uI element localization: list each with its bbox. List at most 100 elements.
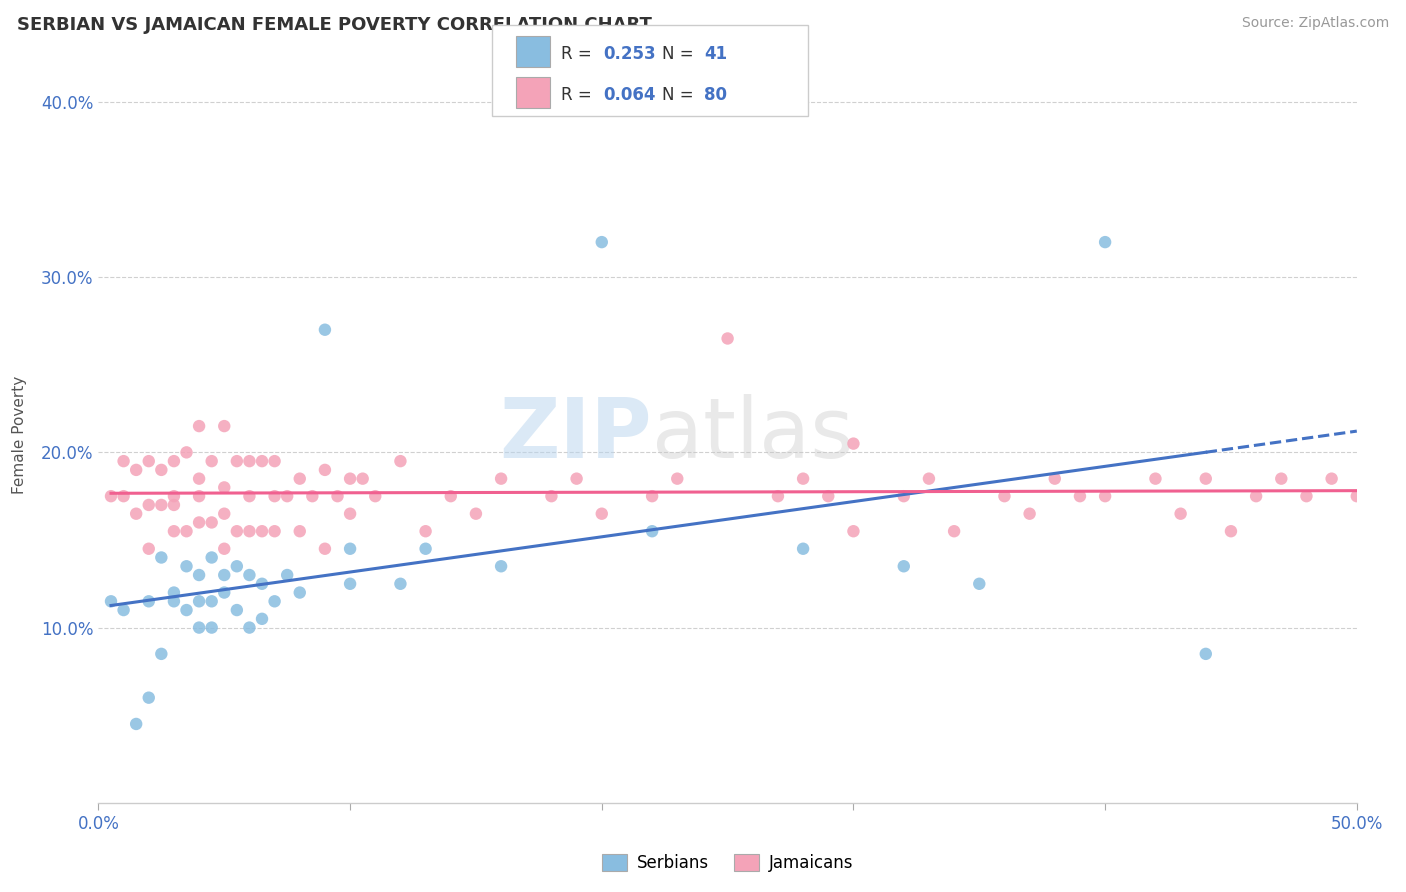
Point [1094, 489, 1116, 503]
Point [314, 463, 336, 477]
Point [792, 541, 814, 556]
Point [364, 489, 387, 503]
Point [214, 541, 236, 556]
Point [339, 541, 361, 556]
Point [1320, 472, 1343, 486]
Point [201, 454, 224, 468]
Point [314, 541, 336, 556]
Point [214, 507, 236, 521]
Point [138, 541, 160, 556]
Point [263, 594, 285, 608]
Point [389, 454, 412, 468]
Point [163, 585, 186, 599]
Point [591, 507, 613, 521]
Point [125, 463, 148, 477]
Point [100, 489, 122, 503]
Point [214, 585, 236, 599]
Point [842, 524, 865, 539]
Point [176, 603, 198, 617]
Point [339, 472, 361, 486]
Point [163, 594, 186, 608]
Point [238, 568, 260, 582]
Point [339, 576, 361, 591]
Point [717, 331, 740, 345]
Point [188, 419, 211, 434]
Point [1094, 235, 1116, 249]
Point [967, 576, 990, 591]
Point [214, 568, 236, 582]
Point [893, 559, 915, 574]
Point [201, 621, 224, 635]
Point [125, 507, 148, 521]
Point [842, 436, 865, 450]
Point [263, 524, 285, 539]
Point [225, 559, 247, 574]
Point [817, 489, 839, 503]
Point [1195, 647, 1218, 661]
Point [225, 524, 247, 539]
Point [163, 454, 186, 468]
Point [100, 594, 122, 608]
Point [188, 472, 211, 486]
Point [214, 419, 236, 434]
Text: R =: R = [561, 45, 598, 63]
Text: N =: N = [662, 45, 699, 63]
Y-axis label: Female Poverty: Female Poverty [13, 376, 27, 494]
Text: ZIP: ZIP [499, 394, 652, 475]
Point [288, 472, 311, 486]
Point [415, 524, 437, 539]
Point [1295, 489, 1317, 503]
Point [138, 454, 160, 468]
Point [1069, 489, 1091, 503]
Point [943, 524, 966, 539]
Point [1144, 472, 1167, 486]
Point [250, 612, 273, 626]
Point [389, 576, 412, 591]
Point [415, 541, 437, 556]
Point [125, 717, 148, 731]
Point [201, 516, 224, 530]
Point [1270, 472, 1292, 486]
Point [150, 463, 173, 477]
Point [893, 489, 915, 503]
Text: R =: R = [561, 87, 598, 104]
Point [766, 489, 789, 503]
Point [1244, 489, 1267, 503]
Point [163, 524, 186, 539]
Point [276, 489, 298, 503]
Point [163, 489, 186, 503]
Text: 0.253: 0.253 [603, 45, 655, 63]
Point [150, 647, 173, 661]
Point [489, 559, 512, 574]
Text: 80: 80 [704, 87, 727, 104]
Point [288, 524, 311, 539]
Point [792, 472, 814, 486]
Point [276, 568, 298, 582]
Point [163, 498, 186, 512]
Point [918, 472, 941, 486]
Point [225, 454, 247, 468]
Point [1195, 472, 1218, 486]
Text: 41: 41 [704, 45, 727, 63]
Point [138, 498, 160, 512]
Point [1018, 507, 1040, 521]
Point [225, 603, 247, 617]
Point [250, 454, 273, 468]
Point [666, 472, 689, 486]
Point [188, 621, 211, 635]
Text: atlas: atlas [652, 394, 853, 475]
Point [1220, 524, 1243, 539]
Point [176, 524, 198, 539]
Point [238, 524, 260, 539]
Point [238, 489, 260, 503]
Point [250, 576, 273, 591]
Point [188, 489, 211, 503]
Text: 0.064: 0.064 [603, 87, 655, 104]
Point [176, 559, 198, 574]
Point [201, 594, 224, 608]
Point [641, 524, 664, 539]
Point [112, 603, 135, 617]
Point [150, 550, 173, 565]
Point [214, 480, 236, 494]
Point [314, 323, 336, 337]
